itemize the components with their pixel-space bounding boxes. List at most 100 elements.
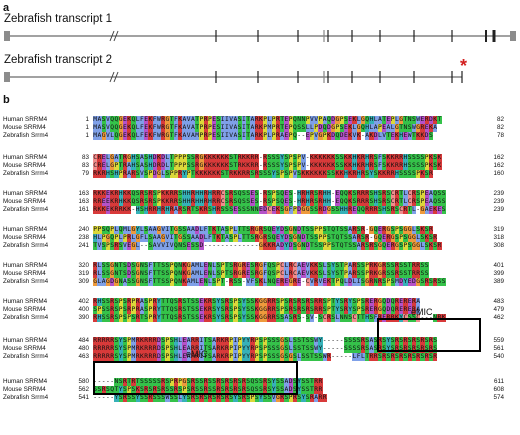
- alignment-row: Zebrafish Srrm4 161 R K K E K R R K K - H S H R R H R H R A R S…: [0, 206, 520, 214]
- species-label: Human SRRM4: [3, 262, 48, 269]
- transcript-2-first-exon: [4, 72, 10, 82]
- end-position: 479: [493, 306, 504, 313]
- start-position: 240: [78, 226, 89, 233]
- start-position: 83: [81, 162, 89, 169]
- alignment-row: Human SRRM4 1 M A S V Q Q G E K Q L F E K F W R G T F K A V A T P R P…: [0, 116, 520, 124]
- species-label: Zebrafish Srrm4: [3, 206, 49, 213]
- alignment-row: Mouse SRRM4 319 R L S S G N T S D S G N S F T T S S P Q N K G A M L…: [0, 270, 520, 278]
- end-position: 239: [493, 198, 504, 205]
- transcript-1-gene-diagram: [4, 30, 516, 42]
- transcript-2-gene-diagram: [4, 71, 463, 83]
- transcript-1-title: Zebrafish transcript 1: [4, 13, 113, 25]
- start-position: 319: [78, 270, 89, 277]
- end-position: 608: [493, 386, 504, 393]
- emic-label-lower: eMIC: [186, 349, 208, 359]
- start-position: 541: [78, 394, 89, 401]
- start-position: 1: [85, 124, 89, 131]
- alignment-row: Mouse SRRM4 480 R R R R R S Y S P M R K R R R D S P S H L E A R R I…: [0, 345, 520, 353]
- end-position: 162: [493, 162, 504, 169]
- end-position: 318: [493, 234, 504, 241]
- species-label: Mouse SRRM4: [3, 306, 46, 313]
- species-label: Human SRRM4: [3, 116, 48, 123]
- transcript-2-break-mark: [113, 71, 119, 83]
- truncation-asterisk: *: [460, 56, 468, 76]
- species-label: Mouse SRRM4: [3, 124, 46, 131]
- start-position: 390: [78, 314, 89, 321]
- start-position: 163: [78, 198, 89, 205]
- species-label: Zebrafish Srrm4: [3, 314, 49, 321]
- alignment-row: Mouse SRRM4 400 S P S S R S P S R P R A S P R Y T T Q S R S T S S E…: [0, 306, 520, 314]
- end-position: 462: [493, 314, 504, 321]
- alignment-row: Human SRRM4 402 R H S S R S P S R P R A S P R Y T T Q S R S T S S E…: [0, 298, 520, 306]
- emic-box-upper: [377, 318, 481, 352]
- end-position: 160: [493, 170, 504, 177]
- transcript-2-exons: [215, 71, 463, 83]
- species-label: Human SRRM4: [3, 190, 48, 197]
- species-label: Zebrafish Srrm4: [3, 132, 49, 139]
- alignment-row: Mouse SRRM4 562 S S R S Q T Y S P S K S R S R S R S S R S P S R S S…: [0, 386, 520, 394]
- species-label: Human SRRM4: [3, 226, 48, 233]
- transcript-1-break-mark: [113, 30, 119, 42]
- end-position: 483: [493, 298, 504, 305]
- species-label: Mouse SRRM4: [3, 386, 46, 393]
- start-position: 309: [78, 278, 89, 285]
- start-position: 320: [78, 262, 89, 269]
- alignment-row: Zebrafish Srrm4 541 - - - - - Y S R S S Y S S R S S S W S S L Y…: [0, 394, 520, 402]
- species-label: Mouse SRRM4: [3, 198, 46, 205]
- species-label: Zebrafish Srrm4: [3, 170, 49, 177]
- start-position: 1: [85, 132, 89, 139]
- end-position: 559: [493, 337, 504, 344]
- alignment-row: Mouse SRRM4 163 R R E E K R H K K Q S R S R S P K K R R S H H R H H…: [0, 198, 520, 206]
- start-position: 1: [85, 116, 89, 123]
- end-position: 239: [493, 190, 504, 197]
- end-position: 611: [493, 378, 504, 385]
- alignment-row: Zebrafish Srrm4 79 R K R H S H P R A R S V S P D G L S P P R Y P…: [0, 170, 520, 178]
- emic-label-upper: eMIC: [411, 307, 433, 317]
- alignment-row: Mouse SRRM4 83 C R E L G P T R A H S A S H D R D L T P P P S S R G K…: [0, 162, 520, 170]
- end-position: 399: [493, 270, 504, 277]
- species-label: Zebrafish Srrm4: [3, 278, 49, 285]
- end-position: 308: [493, 242, 504, 249]
- start-position: 241: [78, 242, 89, 249]
- start-position: 402: [78, 298, 89, 305]
- end-position: 561: [493, 345, 504, 352]
- species-label: Mouse SRRM4: [3, 234, 46, 241]
- start-position: 480: [78, 345, 89, 352]
- alignment-row: Zebrafish Srrm4 390 R H S S R S P S P S R T S P R Y T T Q S R S…: [0, 314, 520, 322]
- start-position: 400: [78, 306, 89, 313]
- start-position: 238: [78, 234, 89, 241]
- panel-a-label: a: [3, 2, 10, 14]
- species-label: Zebrafish Srrm4: [3, 394, 49, 401]
- alignment-row: Zebrafish Srrm4 1 M A G V L Q G E K Q L F E K F W R G T F K A V A…: [0, 132, 520, 140]
- transcript-1-last-exon: [510, 31, 516, 41]
- transcript-2-break-mark: [109, 71, 115, 83]
- transcript-1-first-exon: [4, 31, 10, 41]
- start-position: 79: [81, 170, 89, 177]
- start-position: 580: [78, 378, 89, 385]
- species-label: Human SRRM4: [3, 298, 48, 305]
- species-label: Mouse SRRM4: [3, 345, 46, 352]
- alignment-row: Human SRRM4 163 R K K E K R H K K Q S R S R S P K K R R S H H R H H…: [0, 190, 520, 198]
- start-position: 83: [81, 154, 89, 161]
- end-position: 389: [493, 278, 504, 285]
- species-label: Mouse SRRM4: [3, 270, 46, 277]
- start-position: 562: [78, 386, 89, 393]
- alignment-row: Mouse SRRM4 1 M A S V Q Q G E K Q L F E K F W R G T F K A V A T P R P…: [0, 124, 520, 132]
- alignment-row: Zebrafish Srrm4 241 T V S P S R S V E G L - - S A V V I V Q N S…: [0, 242, 520, 250]
- alignment-row: Human SRRM4 83 C R E L G A T R G H S A S H D K D L T P P P S S R G K…: [0, 154, 520, 162]
